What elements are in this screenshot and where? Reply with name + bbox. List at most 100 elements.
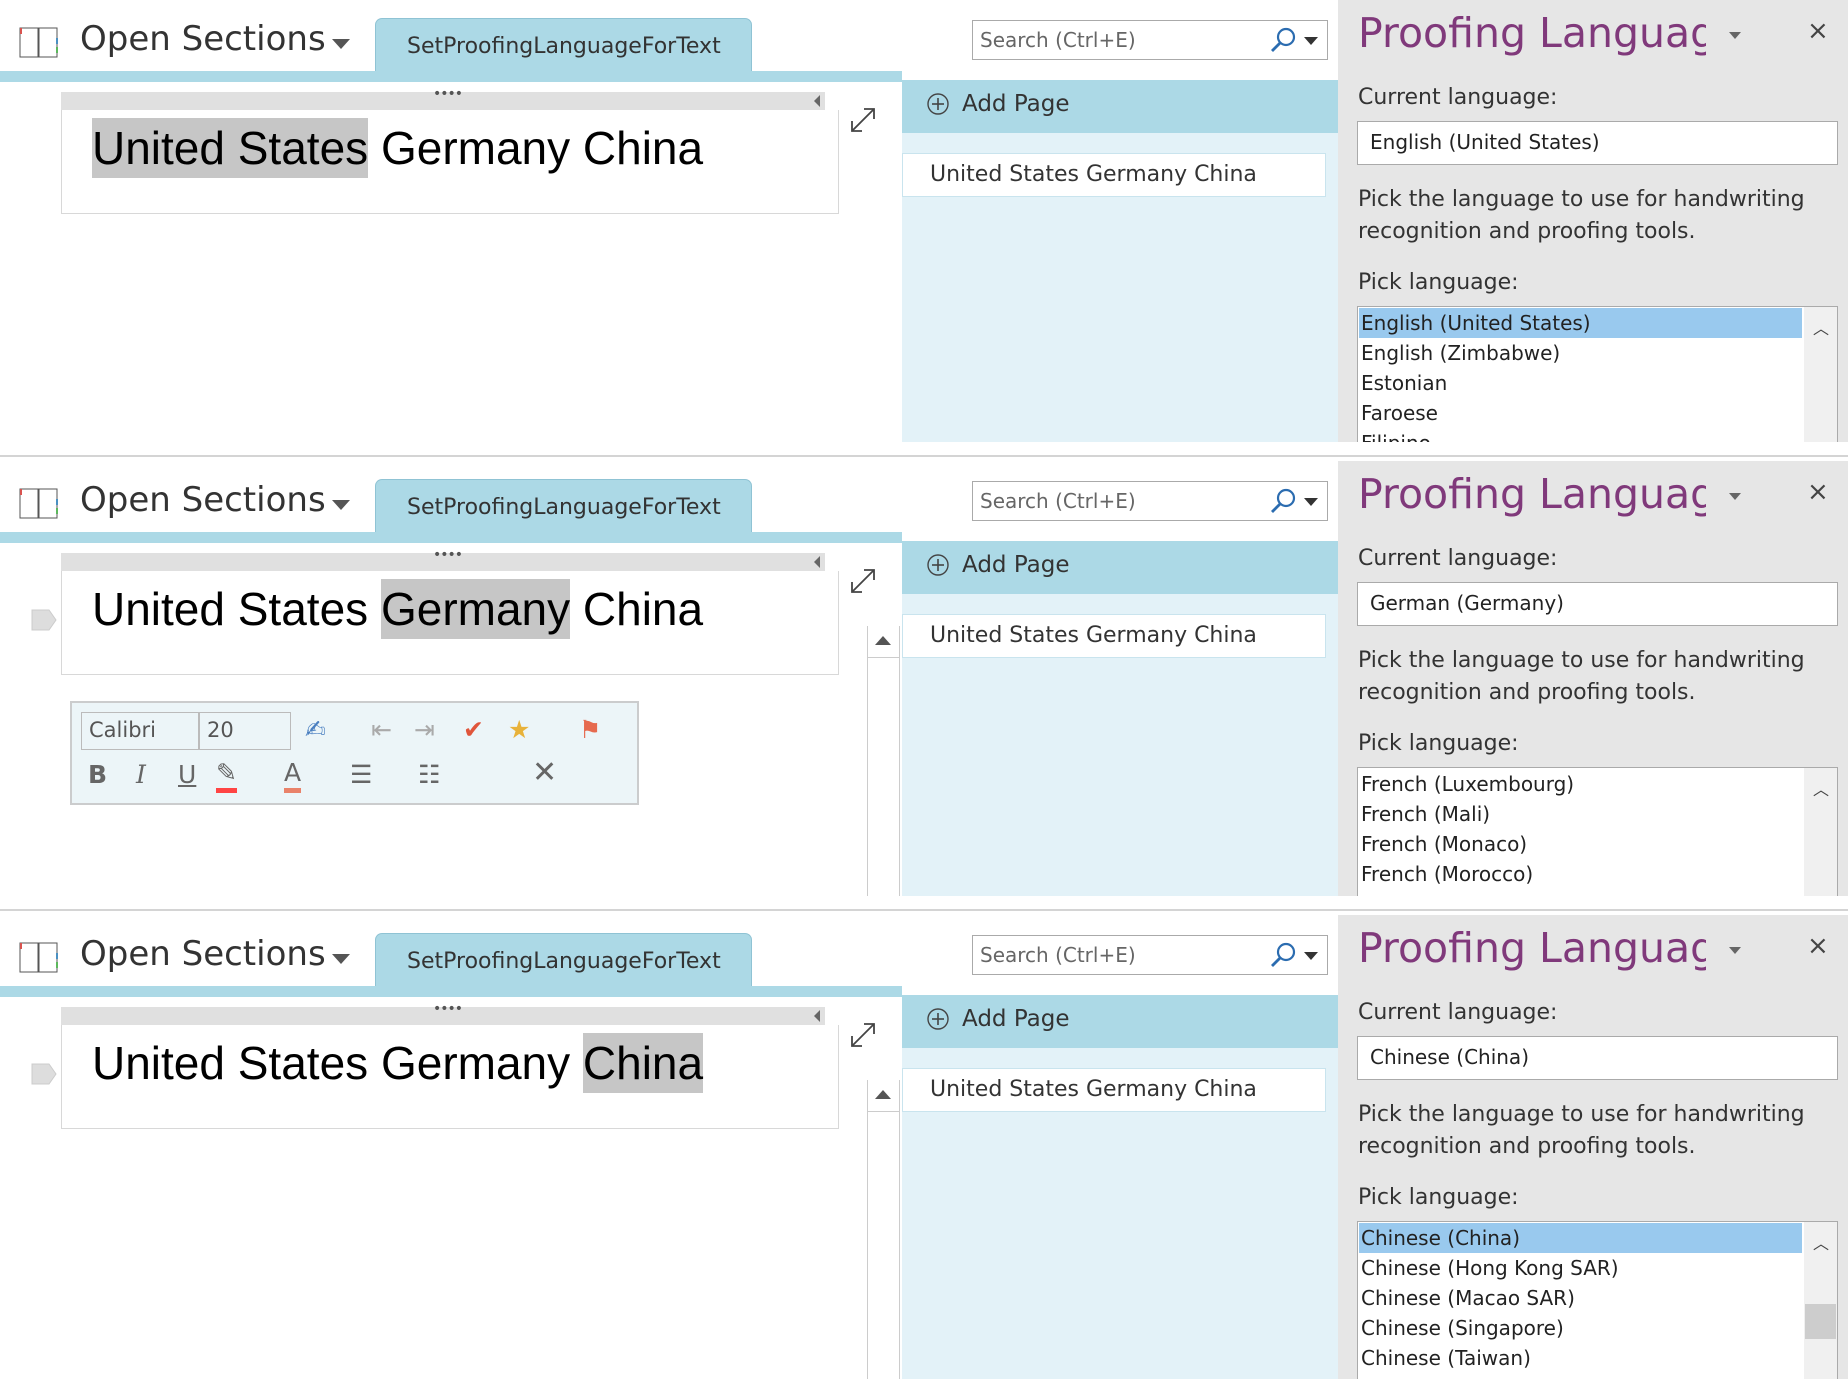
search-scope-dropdown-icon[interactable] (1304, 952, 1318, 960)
search-scope-dropdown-icon[interactable] (1304, 37, 1318, 45)
note-container[interactable] (61, 1025, 839, 1129)
font-name-dropdown[interactable]: Calibri (81, 712, 199, 750)
chevron-up-icon[interactable]: ︿ (1813, 1234, 1830, 1253)
close-icon[interactable]: × (1807, 931, 1829, 961)
todo-tag-icon[interactable]: ✔ (463, 715, 484, 744)
open-sections-dropdown-icon[interactable] (332, 500, 350, 510)
notebook-icon[interactable] (19, 487, 59, 520)
word-germany[interactable]: Germany (380, 579, 571, 639)
format-painter-icon[interactable]: ✍ (305, 715, 326, 744)
language-option[interactable]: Chinese (Singapore) (1361, 1316, 1564, 1340)
language-option[interactable]: French (Luxembourg) (1361, 772, 1575, 796)
language-listbox[interactable]: Filipino Faroese Estonian English (Zimbabwe… (1357, 306, 1838, 442)
chevron-up-icon[interactable]: ︿ (1813, 319, 1830, 338)
section-tab[interactable]: SetProofingLanguageForText (375, 933, 752, 988)
language-option[interactable]: English (United States) (1359, 308, 1802, 338)
add-page-button[interactable]: Add Page (902, 80, 1338, 133)
highlight-icon[interactable]: ✎ (216, 758, 237, 793)
search-icon[interactable] (1268, 487, 1298, 515)
page-text[interactable]: United States Germany China (92, 118, 704, 178)
drag-dots-icon[interactable]: •••• (433, 547, 463, 563)
note-container[interactable] (61, 110, 839, 214)
tag-icon[interactable]: ★ (508, 715, 531, 744)
notebook-icon[interactable] (19, 941, 59, 974)
search-input[interactable]: Search (Ctrl+E) (972, 481, 1328, 521)
note-container-handle[interactable]: •••• (61, 547, 825, 571)
expand-icon[interactable] (849, 567, 877, 595)
section-tab[interactable]: SetProofingLanguageForText (375, 18, 752, 73)
language-option[interactable]: Estonian (1361, 371, 1448, 395)
page-text[interactable]: United States Germany China (92, 1033, 704, 1093)
add-page-button[interactable]: Add Page (902, 541, 1338, 594)
word-china[interactable]: China (582, 122, 704, 174)
increase-indent-icon[interactable]: ⇥ (414, 715, 435, 744)
language-listbox[interactable]: French (Morocco) French (Monaco) French (M… (1357, 767, 1838, 896)
note-container[interactable] (61, 571, 839, 675)
language-option[interactable]: French (Monaco) (1361, 832, 1528, 856)
language-option[interactable]: English (Zimbabwe) (1361, 341, 1561, 365)
language-option[interactable]: Chinese (Taiwan) (1361, 1346, 1531, 1370)
page-scrollbar[interactable] (867, 1080, 900, 1379)
language-option[interactable]: Filipino (1359, 428, 1802, 442)
word-united-states[interactable]: United States (92, 583, 369, 635)
word-germany[interactable]: Germany (380, 122, 571, 174)
collapse-icon[interactable] (814, 1010, 820, 1022)
collapse-icon[interactable] (814, 95, 820, 107)
language-listbox[interactable]: Chinese (Taiwan) Chinese (Singapore) Chine… (1357, 1221, 1838, 1379)
numbering-icon[interactable]: ☷ (418, 760, 441, 789)
search-icon[interactable] (1268, 26, 1298, 54)
scroll-up-icon[interactable] (875, 636, 891, 645)
language-option[interactable]: French (Mali) (1361, 802, 1491, 826)
page-list-item[interactable]: United States Germany China (902, 1068, 1326, 1112)
page-text[interactable]: United States Germany China (92, 579, 704, 639)
word-united-states[interactable]: United States (92, 1037, 369, 1089)
drag-dots-icon[interactable]: •••• (433, 86, 463, 102)
search-input[interactable]: Search (Ctrl+E) (972, 20, 1328, 60)
pane-options-dropdown-icon[interactable] (1729, 947, 1741, 954)
open-sections-dropdown-icon[interactable] (332, 39, 350, 49)
page-list-item[interactable]: United States Germany China (902, 153, 1326, 197)
open-sections-button[interactable]: Open Sections (80, 19, 326, 59)
word-china[interactable]: China (582, 1033, 704, 1093)
expand-icon[interactable] (849, 106, 877, 134)
language-option[interactable]: French (Morocco) (1361, 862, 1534, 886)
word-china[interactable]: China (582, 583, 704, 635)
pane-options-dropdown-icon[interactable] (1729, 32, 1741, 39)
listbox-scrollbar[interactable]: ︿ (1804, 768, 1837, 896)
note-container-handle[interactable]: •••• (61, 1001, 825, 1025)
font-color-button[interactable]: A (284, 758, 302, 793)
scroll-up-icon[interactable] (875, 1090, 891, 1099)
close-icon[interactable]: × (1807, 16, 1829, 46)
section-tab[interactable]: SetProofingLanguageForText (375, 479, 752, 534)
search-icon[interactable] (1268, 941, 1298, 969)
expand-icon[interactable] (849, 1021, 877, 1049)
chevron-up-icon[interactable]: ︿ (1813, 780, 1830, 799)
listbox-scrollbar[interactable]: ︿ (1804, 1222, 1837, 1379)
listbox-scrollbar[interactable]: ︿ (1804, 307, 1837, 442)
pane-options-dropdown-icon[interactable] (1729, 493, 1741, 500)
paragraph-handle-icon[interactable] (31, 1062, 57, 1086)
language-option[interactable]: Chinese (China) (1359, 1223, 1802, 1253)
collapse-icon[interactable] (814, 556, 820, 568)
italic-button[interactable]: I (136, 760, 146, 789)
notebook-icon[interactable] (19, 26, 59, 59)
word-united-states[interactable]: United States (92, 118, 369, 178)
bold-button[interactable]: B (88, 760, 108, 789)
listbox-scroll-thumb[interactable] (1805, 1304, 1836, 1339)
decrease-indent-icon[interactable]: ⇤ (371, 715, 392, 744)
language-option[interactable]: Chinese (Macao SAR) (1361, 1286, 1575, 1310)
flag-icon[interactable]: ⚑ (579, 715, 602, 744)
open-sections-dropdown-icon[interactable] (332, 954, 350, 964)
language-option[interactable]: Faroese (1361, 401, 1438, 425)
search-input[interactable]: Search (Ctrl+E) (972, 935, 1328, 975)
add-page-button[interactable]: Add Page (902, 995, 1338, 1048)
clear-formatting-icon[interactable]: ✕ (532, 755, 558, 790)
note-container-handle[interactable]: •••• (61, 86, 825, 110)
close-icon[interactable]: × (1807, 477, 1829, 507)
open-sections-button[interactable]: Open Sections (80, 480, 326, 520)
search-scope-dropdown-icon[interactable] (1304, 498, 1318, 506)
page-scrollbar[interactable] (867, 626, 900, 896)
font-size-dropdown[interactable]: 20 (199, 712, 291, 750)
word-germany[interactable]: Germany (380, 1037, 571, 1089)
page-list-item[interactable]: United States Germany China (902, 614, 1326, 658)
